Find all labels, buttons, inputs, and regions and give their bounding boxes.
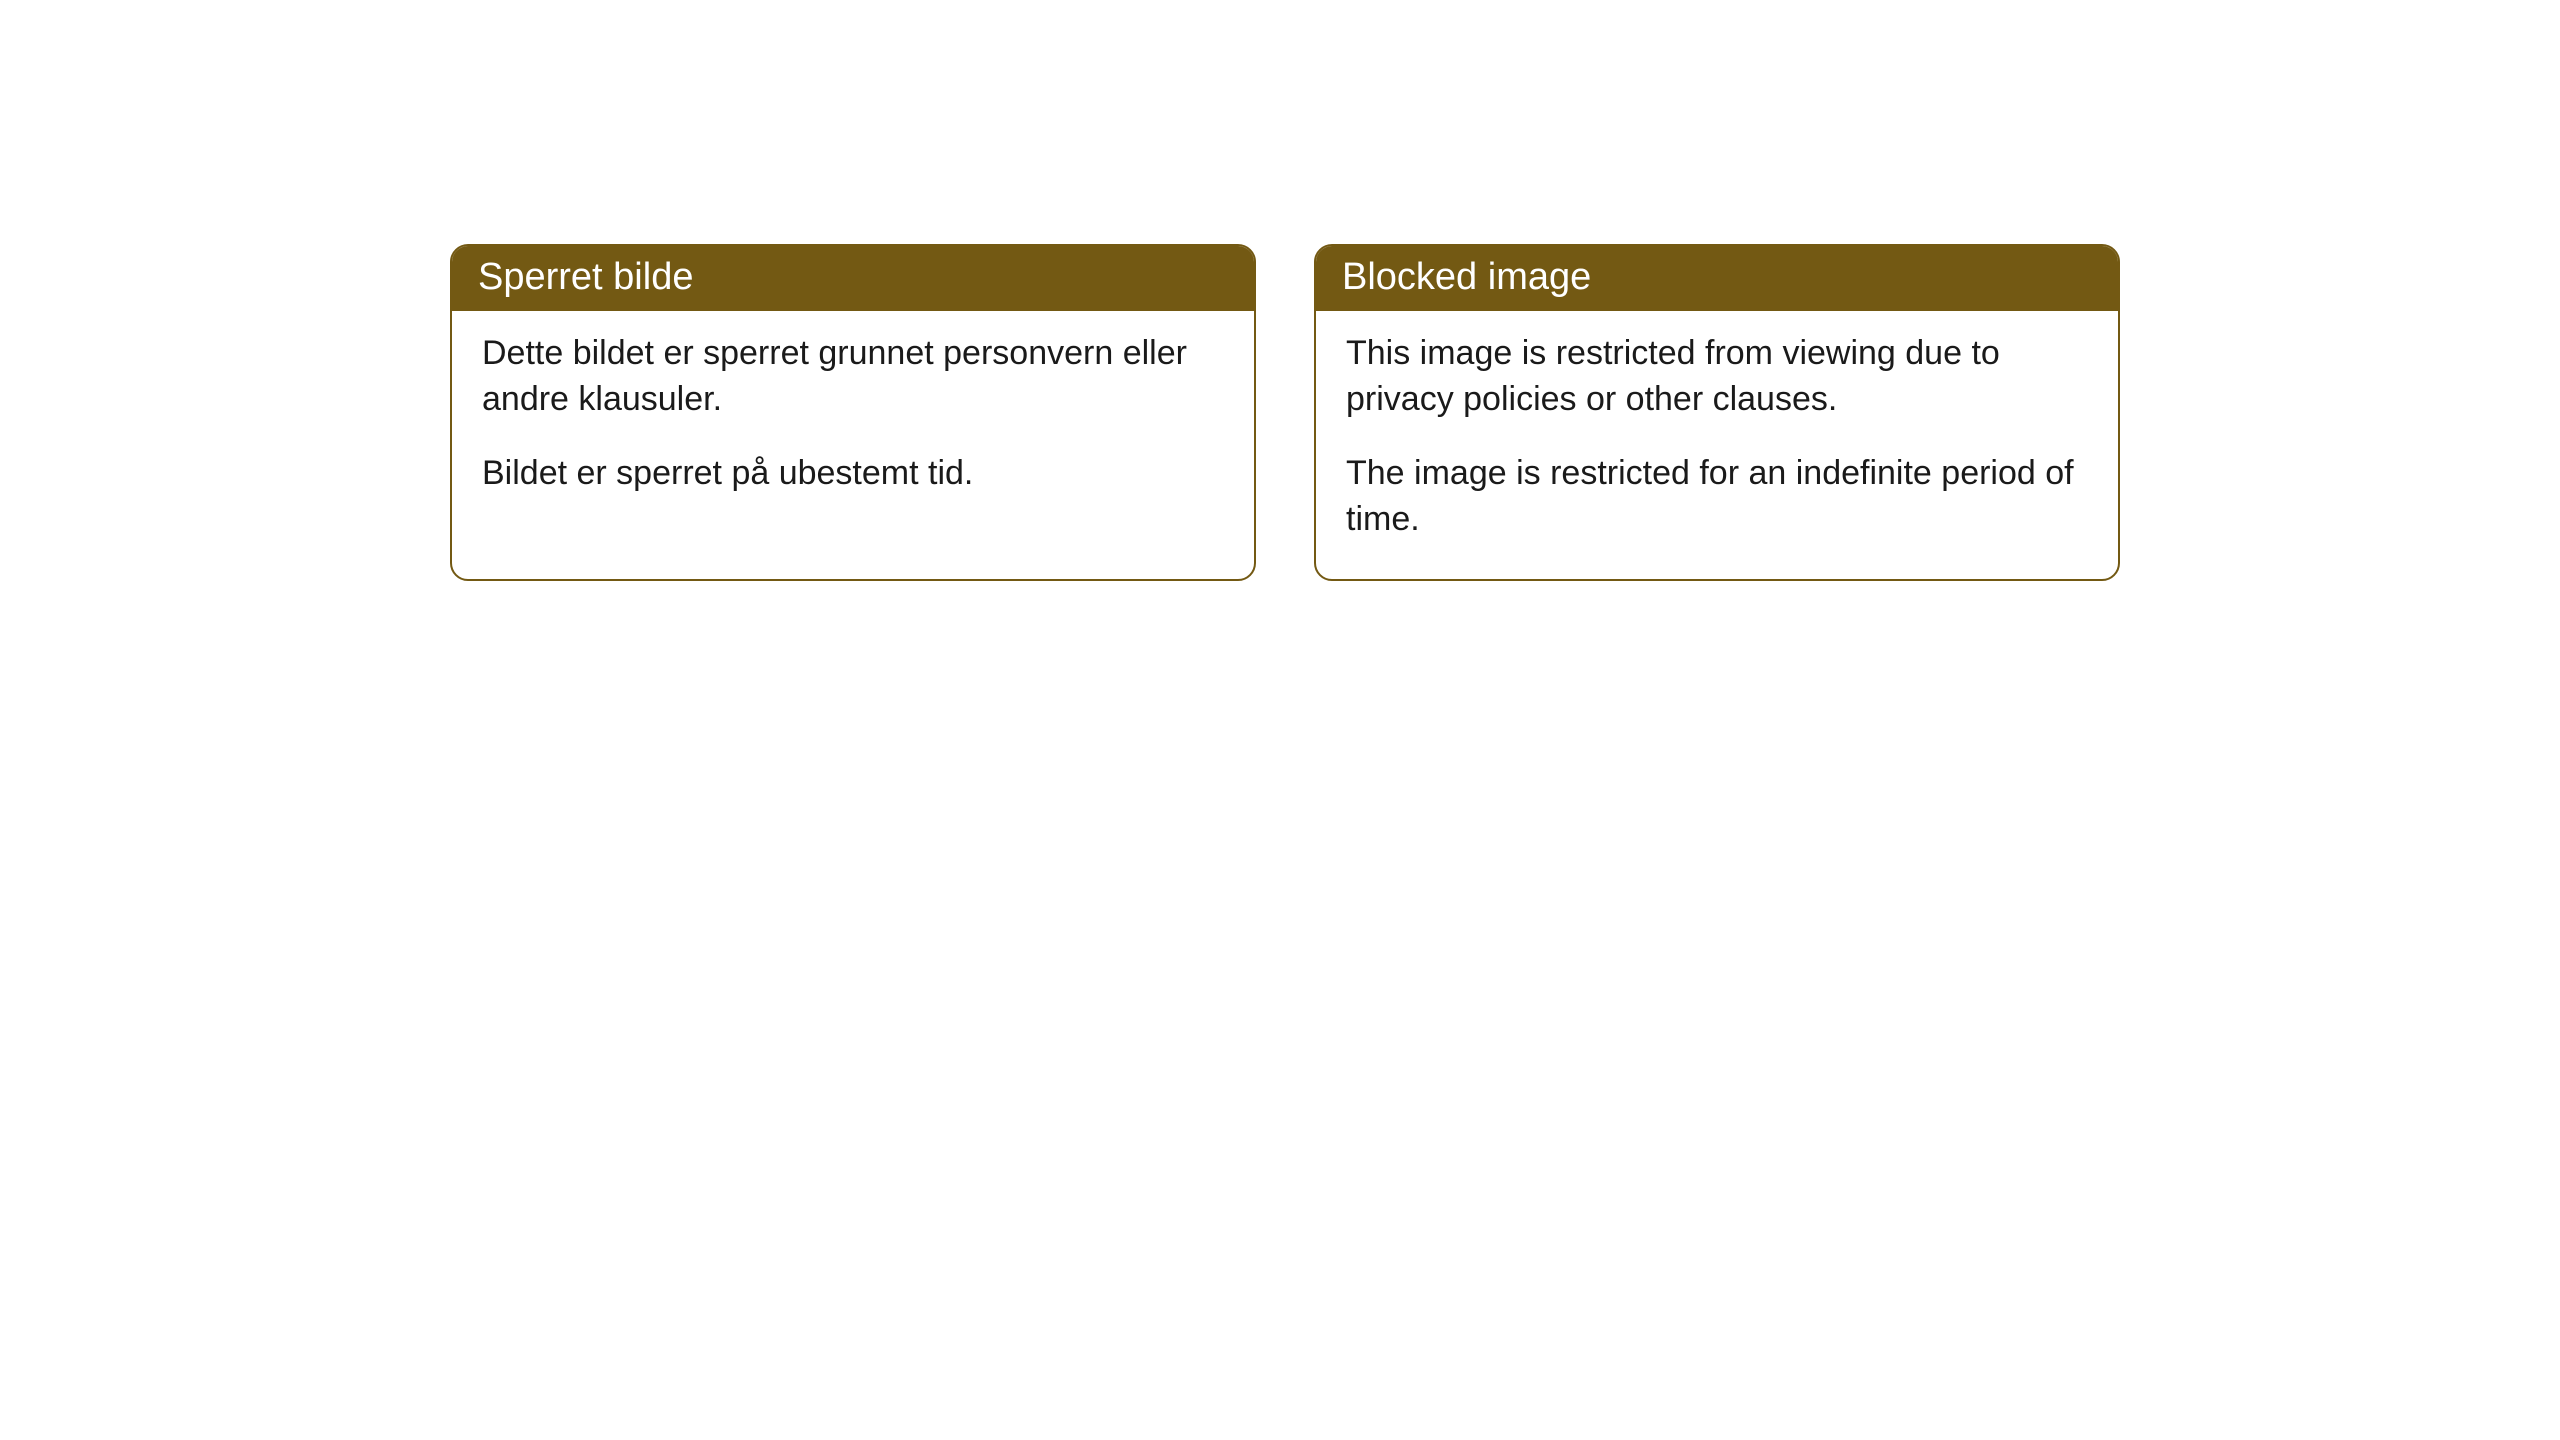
notice-card-english: Blocked image This image is restricted f… [1314, 244, 2120, 581]
notice-text-no-1: Dette bildet er sperret grunnet personve… [482, 331, 1224, 423]
notice-container: Sperret bilde Dette bildet er sperret gr… [0, 0, 2560, 581]
card-header-norwegian: Sperret bilde [452, 246, 1254, 311]
card-header-english: Blocked image [1316, 246, 2118, 311]
card-body-norwegian: Dette bildet er sperret grunnet personve… [452, 311, 1254, 533]
notice-text-en-1: This image is restricted from viewing du… [1346, 331, 2088, 423]
notice-text-en-2: The image is restricted for an indefinit… [1346, 451, 2088, 543]
notice-text-no-2: Bildet er sperret på ubestemt tid. [482, 451, 1224, 497]
notice-card-norwegian: Sperret bilde Dette bildet er sperret gr… [450, 244, 1256, 581]
card-body-english: This image is restricted from viewing du… [1316, 311, 2118, 579]
